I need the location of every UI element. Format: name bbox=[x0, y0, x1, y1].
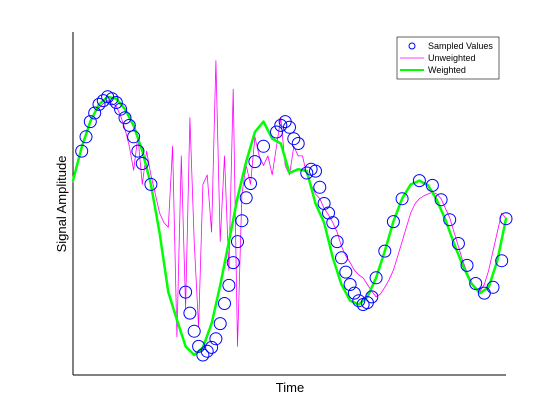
sampled-point bbox=[205, 340, 219, 354]
sampled-point bbox=[200, 344, 214, 358]
sampled-point bbox=[469, 277, 483, 290]
sampled-point bbox=[192, 339, 206, 353]
legend-sampled-marker bbox=[408, 42, 416, 50]
sampled-point bbox=[412, 174, 426, 188]
sampled-point bbox=[244, 177, 257, 190]
sampled-point bbox=[83, 115, 97, 129]
sampled-point bbox=[378, 244, 392, 258]
sampled-point bbox=[239, 191, 253, 205]
sampled-point bbox=[347, 286, 361, 300]
sampled-point bbox=[135, 157, 149, 170]
sampled-point bbox=[309, 164, 322, 178]
sampled-point bbox=[118, 111, 132, 125]
sampled-point bbox=[300, 166, 314, 180]
sampled-point bbox=[183, 306, 197, 320]
sampled-point bbox=[131, 144, 145, 158]
sampled-point bbox=[434, 193, 448, 207]
sampled-point bbox=[88, 106, 102, 120]
sampled-point bbox=[287, 132, 301, 146]
sampled-point bbox=[179, 285, 193, 299]
x-axis-label: Time bbox=[276, 380, 304, 395]
sampled-point bbox=[226, 256, 240, 270]
sampled-point bbox=[395, 192, 409, 206]
sampled-point bbox=[127, 130, 141, 144]
sampled-point bbox=[257, 139, 270, 153]
sampled-point bbox=[335, 251, 348, 265]
sampled-point bbox=[443, 213, 457, 227]
sampled-point bbox=[313, 180, 327, 194]
sampled-point bbox=[196, 348, 210, 362]
sampled-point bbox=[213, 317, 227, 331]
sampled-point bbox=[109, 96, 123, 109]
sampled-point bbox=[339, 265, 353, 279]
legend: Sampled Values Unweighted Weighted bbox=[396, 36, 500, 80]
sampled-point bbox=[144, 177, 158, 191]
sampled-point bbox=[187, 324, 201, 338]
sampled-point bbox=[231, 235, 244, 249]
legend-sampled-label: Sampled Values bbox=[428, 41, 493, 51]
sampled-point bbox=[460, 258, 474, 272]
y-axis-label: Signal Amplitude bbox=[54, 156, 69, 253]
sampled-point bbox=[96, 94, 110, 108]
sampled-point bbox=[486, 280, 500, 294]
sampled-point bbox=[92, 97, 106, 111]
sampled-point bbox=[330, 235, 344, 249]
sampled-point bbox=[79, 130, 93, 144]
sampled-point bbox=[326, 216, 340, 230]
legend-unweighted-label: Unweighted bbox=[428, 53, 476, 63]
weighted-line bbox=[71, 95, 508, 357]
sampled-point bbox=[222, 278, 236, 292]
sampled-point bbox=[352, 294, 366, 308]
sampled-point bbox=[365, 290, 379, 304]
legend-weighted-label: Weighted bbox=[428, 65, 466, 75]
sampled-point bbox=[425, 178, 439, 192]
sampled-point bbox=[248, 155, 262, 169]
sampled-point bbox=[270, 125, 283, 139]
weighted-series bbox=[71, 95, 508, 357]
sampled-point bbox=[105, 92, 119, 106]
sampled-series bbox=[75, 90, 513, 362]
sampled-point bbox=[209, 332, 223, 346]
sampled-point bbox=[122, 118, 136, 132]
sampled-point bbox=[386, 215, 400, 229]
sampled-point bbox=[283, 120, 296, 134]
sampled-point bbox=[451, 237, 465, 250]
sampled-point bbox=[274, 118, 288, 132]
sampled-point bbox=[343, 278, 357, 291]
sampled-point bbox=[369, 271, 383, 285]
sampled-point bbox=[114, 102, 128, 116]
sampled-point bbox=[495, 254, 509, 268]
sampled-point bbox=[499, 212, 513, 226]
sampled-point bbox=[75, 144, 89, 158]
sampled-point bbox=[218, 297, 231, 310]
sampled-point bbox=[291, 137, 305, 150]
sampled-point bbox=[235, 214, 249, 228]
